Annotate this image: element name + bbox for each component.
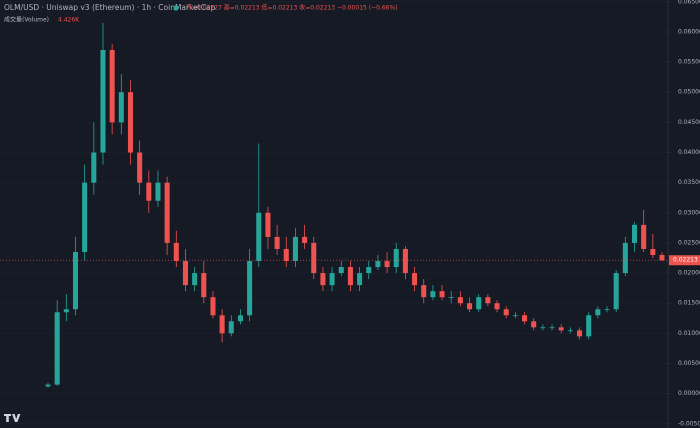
candle-body (109, 50, 115, 123)
candle-body (265, 212, 271, 237)
candle-body (72, 251, 79, 310)
candle-body (357, 273, 363, 286)
candle-body (100, 50, 106, 153)
plot (0, 22, 668, 388)
volume-value: 4.426K (58, 17, 80, 24)
candle-body (274, 236, 280, 249)
candle-body (412, 273, 418, 286)
candle-body (503, 309, 509, 316)
candle-body (421, 285, 427, 298)
y-tick-label: 0.00000 (678, 390, 700, 397)
candle-body (247, 261, 253, 316)
candle-body (91, 152, 97, 183)
logo (4, 414, 21, 422)
candle-body (173, 242, 179, 262)
volume-label: 成交量(Volume) (4, 16, 49, 24)
candle-body (467, 303, 473, 310)
candle-body (283, 248, 289, 262)
candle-body (485, 297, 491, 304)
candle-body (522, 315, 528, 322)
candle-body (54, 312, 60, 385)
candle-body (540, 327, 546, 329)
candle-body (494, 303, 500, 310)
candle-body (366, 267, 372, 274)
candle-body (347, 267, 353, 286)
candle-body (659, 254, 665, 261)
candle-body (210, 297, 216, 316)
candle-body (320, 273, 326, 286)
candle-body (228, 321, 234, 334)
candle-body (558, 327, 564, 331)
candle-body (127, 92, 133, 153)
candle-body (256, 212, 262, 262)
candle-body (641, 224, 647, 249)
candle-body (439, 291, 445, 298)
candle-body (650, 248, 656, 255)
candle-body (448, 297, 454, 298)
logo-mark (4, 414, 21, 422)
candle-body (512, 315, 518, 317)
candle-body (329, 273, 335, 286)
candle-body (375, 261, 381, 268)
candle-body (201, 273, 207, 298)
candle-body (586, 315, 592, 337)
candle-body (237, 315, 243, 322)
candle-body (393, 248, 399, 268)
candle-body (45, 384, 51, 387)
candle-body (549, 327, 555, 329)
candle-body (137, 152, 143, 183)
candle-body (164, 182, 170, 243)
candle-body (219, 315, 225, 334)
candle-body (192, 273, 198, 286)
candle-body (577, 330, 583, 337)
candle-body (595, 309, 601, 316)
candle-body (302, 236, 308, 243)
candle-body (604, 309, 610, 311)
candle-body (63, 309, 69, 313)
candle-body (631, 224, 638, 243)
last-price-label: 0.02213 (673, 257, 698, 264)
candle-body (146, 182, 152, 201)
candle-body (567, 330, 573, 332)
candle-body (430, 291, 436, 298)
candle-body (182, 261, 188, 286)
candle-body (531, 321, 537, 328)
candle-body (155, 182, 161, 201)
candle-body (457, 297, 463, 304)
last-price-box (669, 255, 700, 266)
candle-body (311, 242, 317, 274)
candle-body (338, 267, 344, 274)
candle-body (613, 273, 619, 310)
candle-body (118, 92, 124, 123)
candle-body (82, 182, 88, 252)
candle-body (476, 297, 482, 310)
status-dot (173, 5, 179, 11)
candle-body (402, 248, 408, 274)
candle-body (384, 261, 390, 268)
candle-body (292, 236, 298, 262)
ohlc-readout: 开=0.02227 高=0.02213 低=0.02213 收=0.02213 … (186, 4, 398, 12)
candle-body (622, 242, 628, 274)
chart-title: OLM/USD · Uniswap v3 (Ethereum) · 1h · C… (4, 3, 216, 12)
